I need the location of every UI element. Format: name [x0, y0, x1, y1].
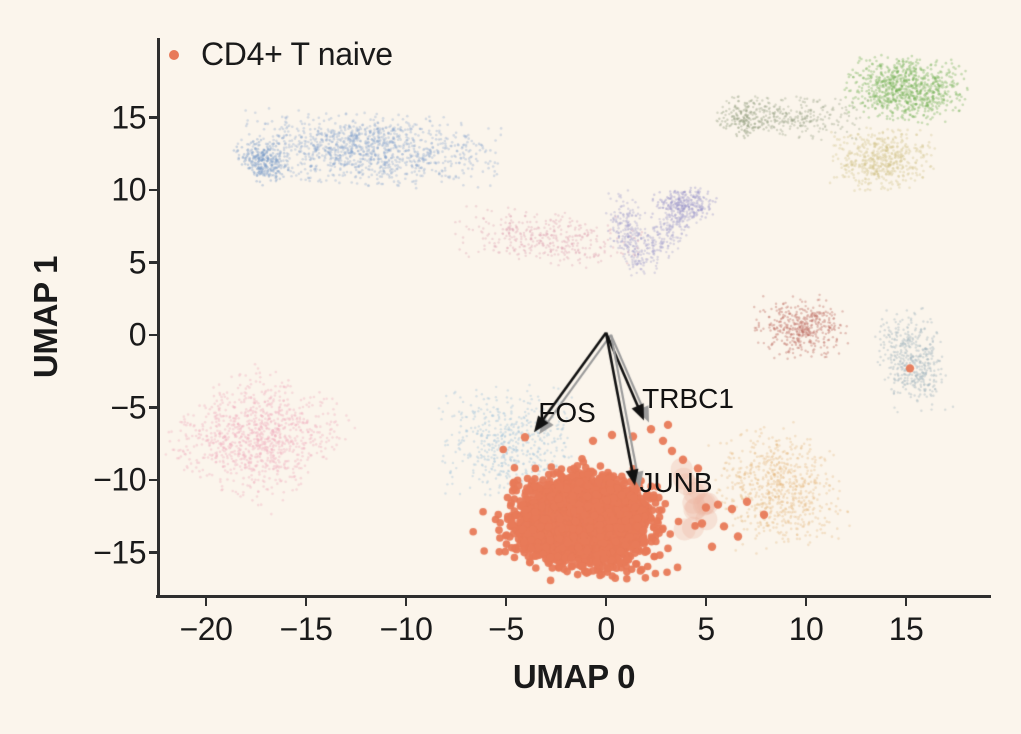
y-tick [149, 478, 157, 482]
x-tick-label: −10 [379, 611, 433, 647]
x-axis-label: UMAP 0 [512, 658, 636, 695]
y-tick-label: 15 [111, 99, 146, 135]
y-tick-label: 0 [128, 316, 147, 353]
x-tick [604, 598, 608, 606]
y-tick [149, 406, 157, 409]
y-axis-spine [157, 38, 160, 598]
x-tick-label: −5 [488, 611, 524, 647]
x-tick [404, 598, 408, 606]
gene-annotation-label: TRBC1 [642, 382, 734, 414]
y-tick [149, 551, 157, 554]
y-axis-label: UMAP 1 [27, 255, 64, 379]
gene-annotation-label: JUNB [639, 466, 713, 498]
x-tick [204, 598, 208, 606]
y-tick-label: 10 [111, 171, 146, 208]
x-tick [804, 598, 808, 606]
y-tick-label: 5 [128, 244, 147, 280]
y-tick [149, 333, 157, 337]
y-tick-label: −10 [93, 461, 146, 498]
gene-annotation-label: FOS [538, 397, 596, 429]
x-tick [304, 598, 308, 606]
x-axis-spine [156, 595, 991, 598]
x-tick-label: 0 [597, 611, 615, 647]
x-tick [904, 598, 908, 606]
legend-marker-dot [169, 49, 179, 60]
x-tick-label: 5 [697, 611, 715, 647]
legend-label: CD4+ T naive [201, 36, 393, 72]
x-tick-label: 15 [888, 611, 924, 647]
x-tick-label: 10 [788, 611, 824, 647]
y-tick-label: −15 [93, 534, 146, 570]
y-tick [149, 261, 157, 264]
y-tick [149, 188, 157, 192]
x-tick-label: −20 [179, 611, 233, 647]
y-tick-label: −5 [110, 389, 147, 425]
x-tick [504, 598, 508, 606]
x-tick [704, 598, 708, 606]
y-tick [149, 116, 157, 119]
x-tick-label: −15 [279, 611, 333, 647]
legend: CD4+ T naive [169, 36, 393, 73]
